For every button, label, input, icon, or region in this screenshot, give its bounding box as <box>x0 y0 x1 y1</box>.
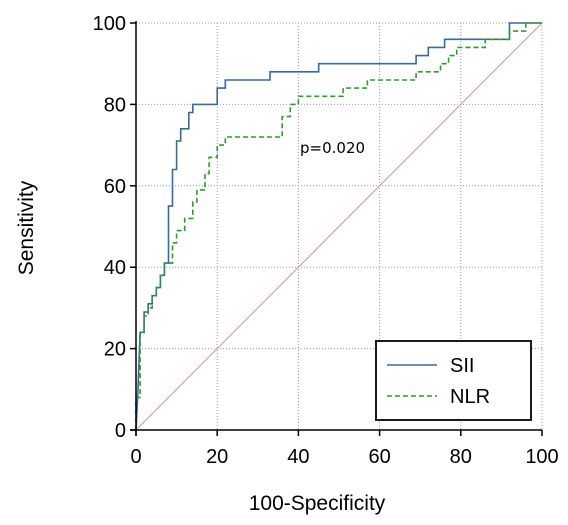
y-tick-label: 40 <box>104 257 126 279</box>
x-tick-label: 80 <box>450 446 472 468</box>
x-tick-label: 20 <box>206 446 228 468</box>
roc-curve-sii <box>135 22 542 431</box>
x-tick-label: 60 <box>368 446 390 468</box>
y-tick-label: 0 <box>115 420 126 442</box>
reference-line <box>135 22 543 431</box>
axes <box>130 21 543 436</box>
legend-label-sii: SII <box>450 355 474 377</box>
y-tick-label: 80 <box>104 94 126 116</box>
legend: SII NLR <box>375 340 532 421</box>
y-tick-label: 100 <box>93 13 126 35</box>
x-axis-title: 100-Specificity <box>249 492 386 515</box>
tick-labels: 0 20 40 60 80 100 0 20 40 60 80 100 <box>93 13 559 468</box>
p-value-annotation: p=0.020 <box>300 139 365 157</box>
roc-curves <box>135 22 542 431</box>
y-tick-label: 20 <box>104 339 126 361</box>
reference-diagonal <box>135 22 543 431</box>
x-tick-label: 100 <box>525 446 558 468</box>
x-tick-label: 40 <box>287 446 309 468</box>
y-tick-label: 60 <box>104 176 126 198</box>
y-axis-title: Sensitivity <box>15 180 38 275</box>
legend-box <box>375 340 532 421</box>
legend-label-nlr: NLR <box>450 386 490 408</box>
x-tick-label: 0 <box>130 446 141 468</box>
roc-curve-nlr <box>135 22 542 430</box>
